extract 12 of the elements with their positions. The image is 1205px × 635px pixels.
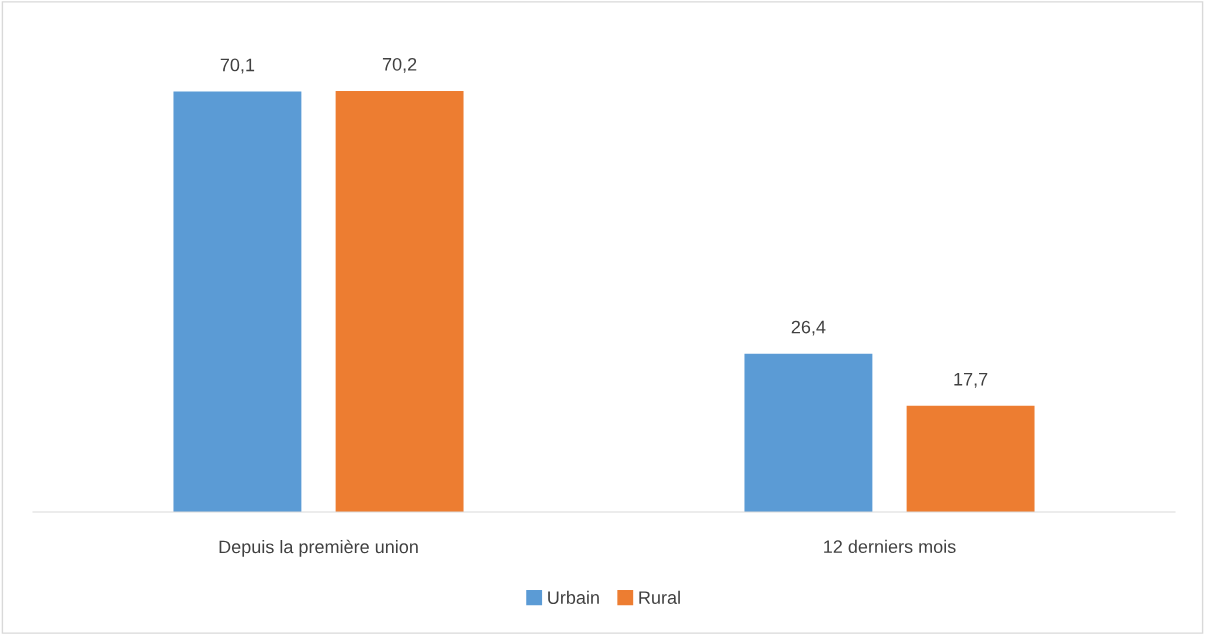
legend-label: Urbain <box>548 590 599 605</box>
data-label: 26,4 <box>791 320 826 336</box>
bar <box>335 90 464 512</box>
bar <box>173 91 302 512</box>
data-label: 17,7 <box>954 373 988 388</box>
bar <box>744 353 873 512</box>
data-label: 70,2 <box>382 57 417 73</box>
x-tick-label: 12 derniers mois <box>824 539 956 554</box>
bar <box>906 405 1035 512</box>
data-label: 70,1 <box>220 58 255 74</box>
legend-label: Rural <box>639 590 680 605</box>
x-tick-label: Depuis la première union <box>219 539 418 557</box>
